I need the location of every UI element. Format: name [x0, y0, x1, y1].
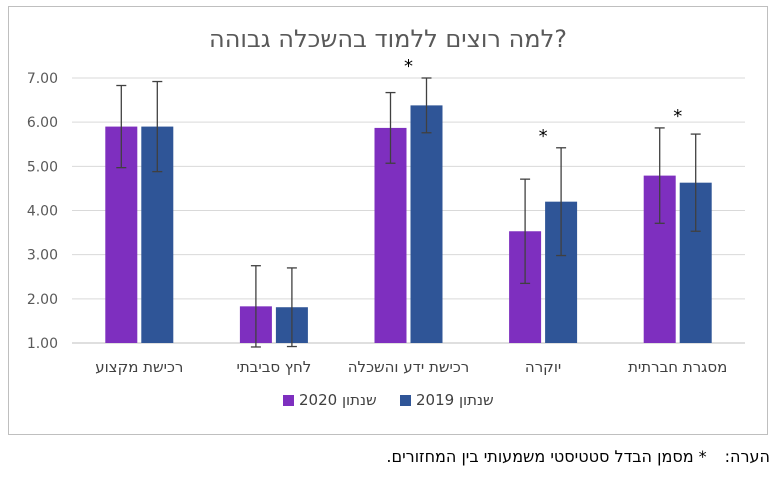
y-tick-label: 3.00	[27, 248, 58, 264]
x-tick-label: לחץ סביבתי	[236, 358, 311, 376]
x-tick-label: רכישת מקצוע	[95, 358, 183, 376]
chart-frame	[8, 6, 768, 435]
y-tick-label: 2.00	[27, 292, 58, 308]
x-axis: רכישת מקצוע לחץ סביבתי רכישת ידע והשכלה יוק…	[95, 358, 727, 376]
legend-label: שנתון 2020	[299, 391, 377, 409]
x-tick-label: יוקרה	[525, 358, 561, 376]
x-tick-label: מסגרת חברתית	[628, 358, 727, 376]
bars: * * *	[105, 56, 712, 348]
x-tick-label: רכישת ידע והשכלה	[348, 358, 469, 376]
chart-title: למה רוצים ללמוד בהשכלה גבוהה?	[209, 25, 567, 53]
significance-marker: *	[539, 126, 548, 147]
y-tick-label: 5.00	[27, 159, 58, 175]
footnote-label: הערה:	[724, 447, 770, 466]
legend-swatch	[283, 395, 294, 406]
y-tick-label: 7.00	[27, 71, 58, 87]
legend: שנתון 2020 שנתון 2019	[283, 391, 494, 409]
legend-swatch	[400, 395, 411, 406]
footnote-text: * מסמן הבדל סטטיסטי משמעותי בין המחזורים…	[386, 447, 707, 466]
bar-chart: למה רוצים ללמוד בהשכלה גבוהה? 1.00 2.00 3.…	[27, 25, 745, 409]
footnote: הערה: * מסמן הבדל סטטיסטי משמעותי בין המח…	[0, 447, 770, 466]
legend-label: שנתון 2019	[416, 391, 494, 409]
y-tick-label: 6.00	[27, 115, 58, 131]
bar	[410, 105, 443, 343]
y-tick-label: 1.00	[27, 336, 58, 352]
y-axis: 1.00 2.00 3.00 4.00 5.00 6.00 7.00	[27, 71, 745, 352]
y-tick-label: 4.00	[27, 204, 58, 220]
significance-marker: *	[673, 106, 682, 127]
significance-marker: *	[404, 56, 413, 77]
gridlines	[72, 77, 745, 300]
